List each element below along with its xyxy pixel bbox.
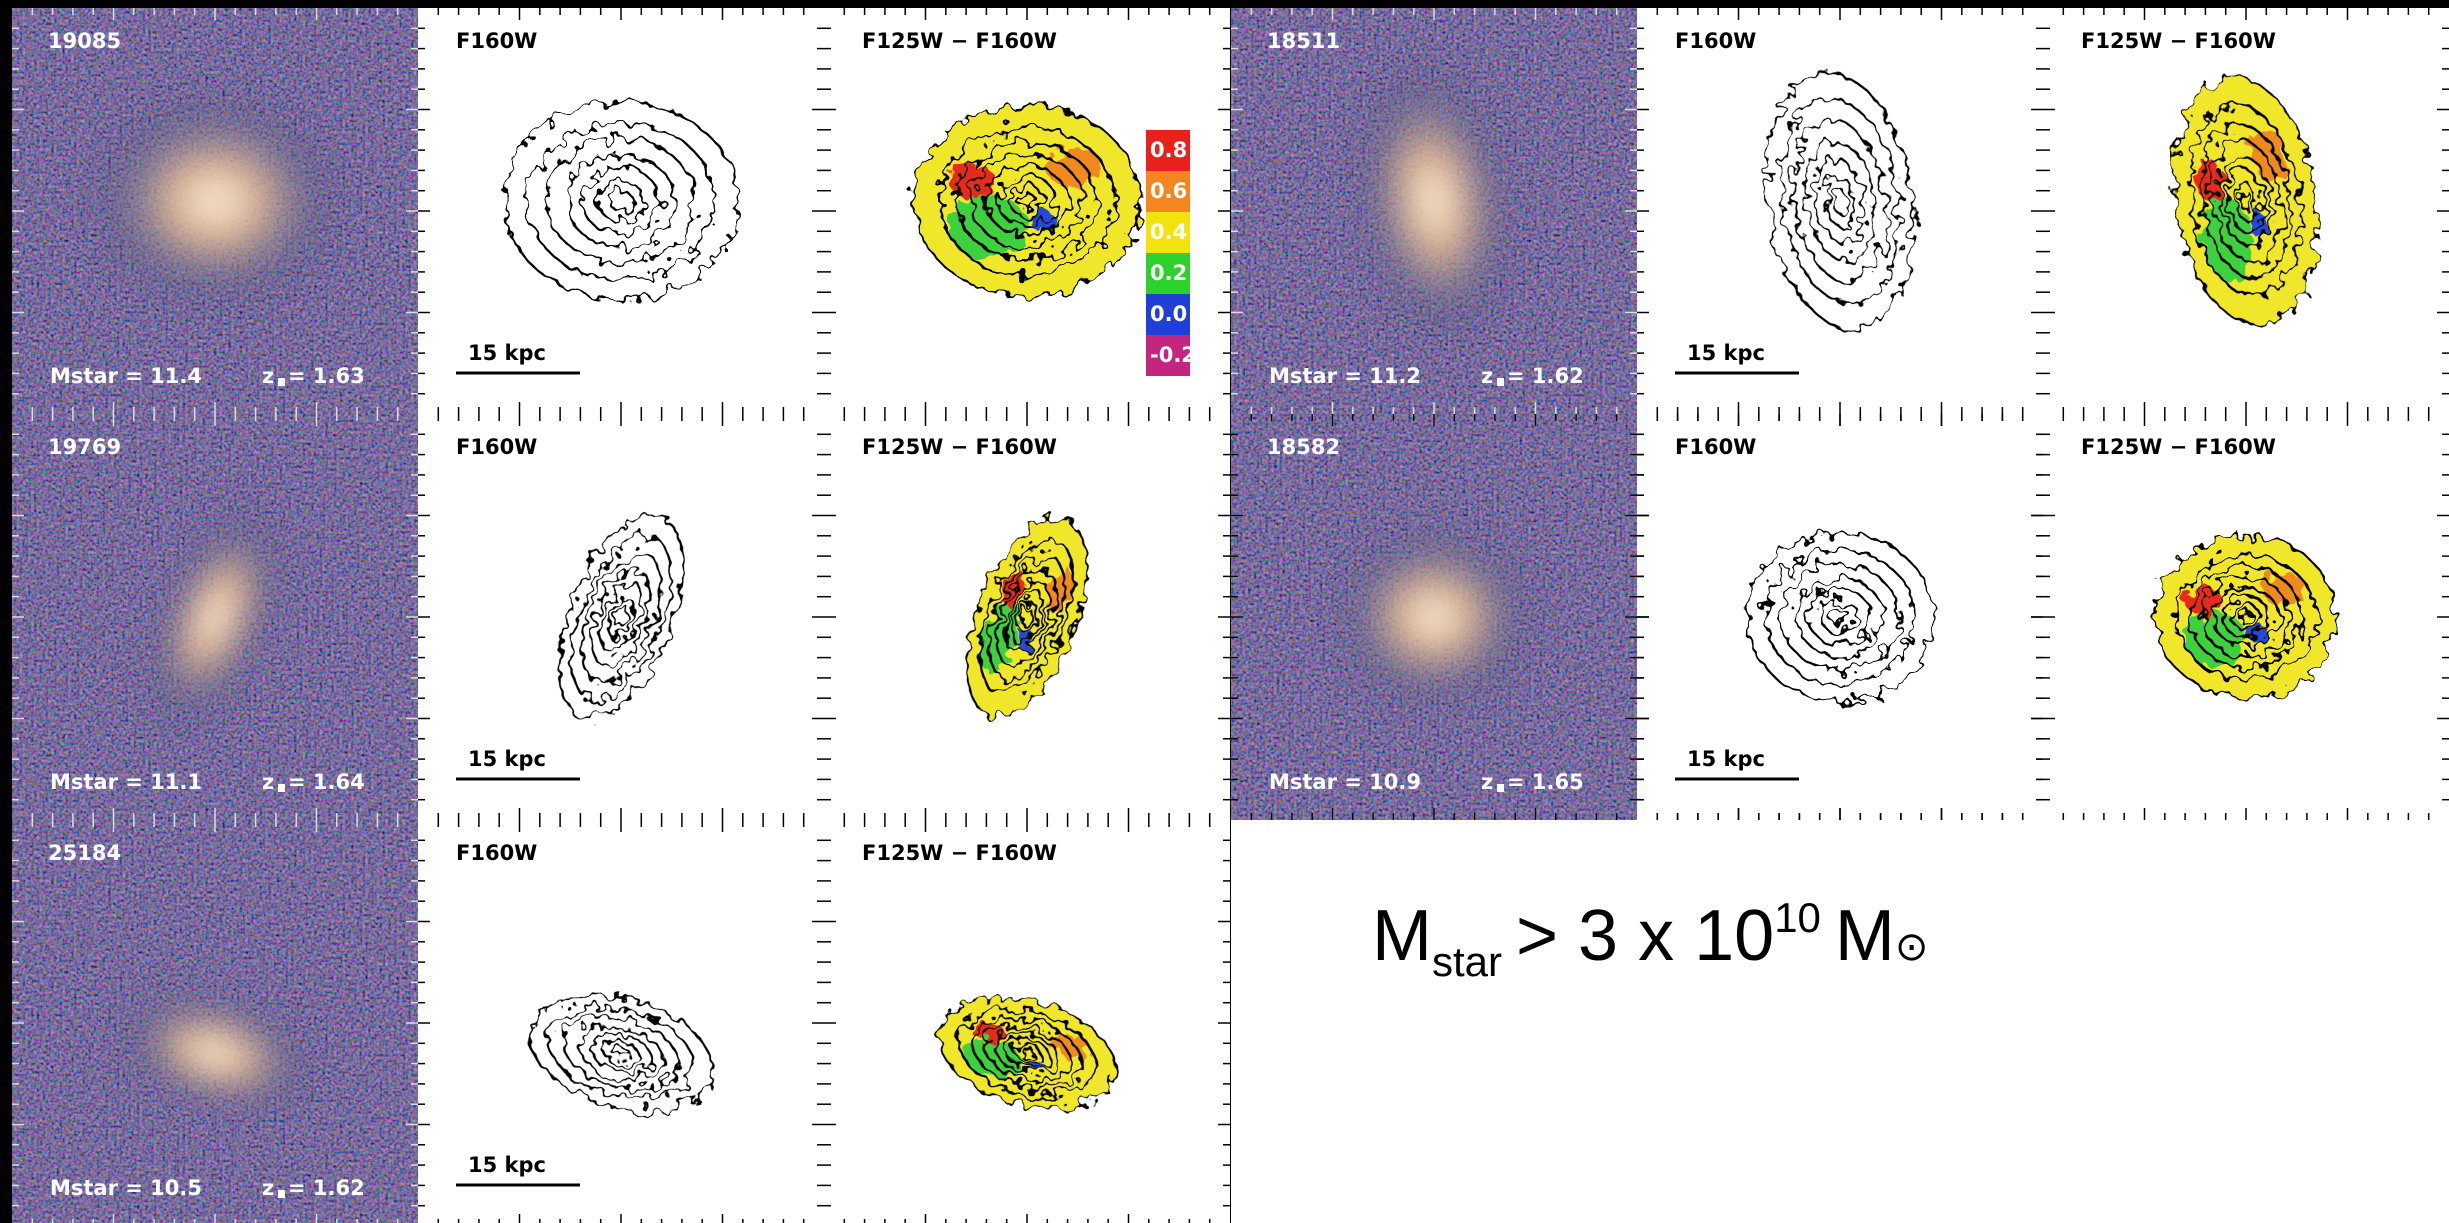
- colorbar-label: -0.2: [1150, 343, 1196, 367]
- galaxy-id: 18582: [1267, 435, 1340, 459]
- z-symbol: z: [1481, 770, 1493, 794]
- stellar-mass: Mstar = 11.1: [50, 770, 202, 794]
- galaxy-row: 19085 Mstar = 11.4 z = 1.63 F160W 15 kpc F125W…: [12, 8, 1230, 414]
- galaxy-id: 25184: [48, 841, 121, 865]
- colorbar-label: 0.2: [1150, 261, 1187, 285]
- color-label: F125W − F160W: [2081, 29, 2276, 53]
- color-map: [914, 105, 1140, 296]
- image-panel: 18511 Mstar = 11.2 z = 1.62: [1231, 8, 1637, 414]
- galaxy-id: 18511: [1267, 29, 1340, 53]
- z-subscript: [1497, 378, 1504, 386]
- color-label: F125W − F160W: [862, 841, 1057, 865]
- scale-label: 15 kpc: [468, 1153, 546, 1177]
- scale-label: 15 kpc: [1687, 341, 1765, 365]
- z-subscript: [278, 378, 285, 386]
- image-panel: 18582 Mstar = 10.9 z = 1.65: [1231, 414, 1637, 820]
- color-label: F125W − F160W: [2081, 435, 2276, 459]
- caption-exponent: 10: [1774, 894, 1821, 941]
- colorbar-label: 0.6: [1150, 179, 1187, 203]
- color-region: [2156, 536, 2336, 698]
- color-label: F125W − F160W: [862, 29, 1057, 53]
- galaxy-id: 19085: [48, 29, 121, 53]
- galaxy-row: 19769 Mstar = 11.1 z = 1.64 F160W 15 kpc F125W…: [12, 414, 1230, 820]
- image-panel: 19085 Mstar = 11.4 z = 1.63: [12, 8, 418, 414]
- z-subscript: [278, 784, 285, 792]
- band-label: F160W: [1675, 435, 1756, 459]
- z-symbol: z: [262, 770, 274, 794]
- galaxy-light: [1335, 527, 1533, 706]
- galaxy-row: 18511 Mstar = 11.2 z = 1.62 F160W 15 kpc F125W…: [1231, 8, 2449, 414]
- stellar-mass: Mstar = 10.5: [50, 1176, 202, 1200]
- caption-area: [1231, 820, 2449, 1223]
- band-label: F160W: [456, 29, 537, 53]
- z-subscript: [1497, 784, 1504, 792]
- galaxy-row: 18582 Mstar = 10.9 z = 1.65 F160W 15 kpc F125W…: [1231, 414, 2449, 820]
- caption-sub: star: [1432, 938, 1502, 985]
- stellar-mass: Mstar = 11.4: [50, 364, 202, 388]
- galaxy-light: [90, 95, 340, 306]
- redshift: = 1.62: [1507, 364, 1584, 388]
- caption-symbol: ⊙: [1895, 925, 1929, 969]
- page: {"panels": [ {"id": "19085", "mass": "Ms…: [0, 0, 2449, 1223]
- z-symbol: z: [262, 1176, 274, 1200]
- color-label: F125W − F160W: [862, 435, 1057, 459]
- redshift: = 1.65: [1507, 770, 1584, 794]
- redshift: = 1.62: [288, 1176, 365, 1200]
- colorbar-label: 0.8: [1150, 138, 1187, 162]
- redshift: = 1.63: [288, 364, 365, 388]
- colorbar-label: 0.4: [1150, 220, 1187, 244]
- colorbar-label: 0.0: [1150, 302, 1187, 326]
- image-panel: 25184 Mstar = 10.5 z = 1.62: [12, 820, 418, 1223]
- z-symbol: z: [1481, 364, 1493, 388]
- band-label: F160W: [456, 841, 537, 865]
- z-subscript: [278, 1190, 285, 1198]
- scale-label: 15 kpc: [468, 341, 546, 365]
- caption-main: M: [1372, 896, 1432, 976]
- stellar-mass: Mstar = 10.9: [1269, 770, 1421, 794]
- scale-label: 15 kpc: [468, 747, 546, 771]
- band-label: F160W: [456, 435, 537, 459]
- color-region: [914, 105, 1140, 296]
- image-panel: 19769 Mstar = 11.1 z = 1.64: [12, 414, 418, 820]
- figure: 19085 Mstar = 11.4 z = 1.63 F160W 15 kpc F125W…: [0, 0, 2449, 1223]
- galaxy-id: 19769: [48, 435, 121, 459]
- caption-relation: > 3 x 10: [1516, 896, 1774, 976]
- stellar-mass: Mstar = 11.2: [1269, 364, 1421, 388]
- z-symbol: z: [262, 364, 274, 388]
- scale-label: 15 kpc: [1687, 747, 1765, 771]
- caption-unit: M: [1835, 896, 1895, 976]
- band-label: F160W: [1675, 29, 1756, 53]
- color-map: [2156, 536, 2336, 698]
- redshift: = 1.64: [288, 770, 365, 794]
- galaxy-row: 25184 Mstar = 10.5 z = 1.62 F160W 15 kpc F125W…: [12, 820, 1230, 1223]
